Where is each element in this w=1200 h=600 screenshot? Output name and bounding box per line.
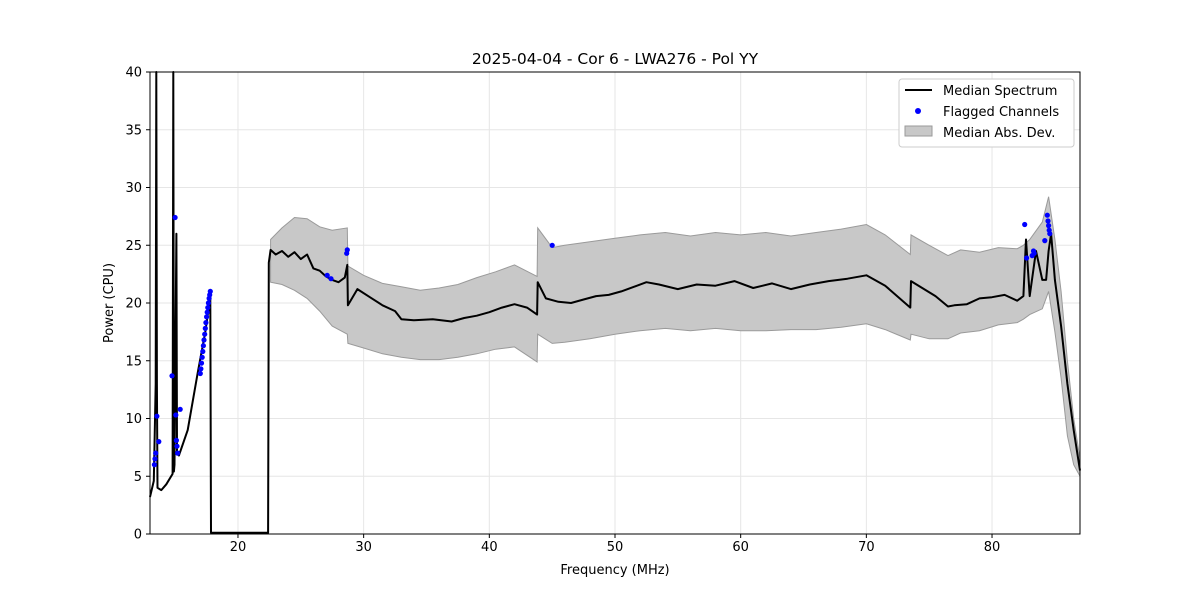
flagged-channel-point (1024, 255, 1030, 261)
x-tick-label: 60 (732, 540, 749, 555)
flagged-channel-point (1044, 212, 1050, 218)
x-tick-label: 80 (984, 540, 1001, 555)
flagged-channel-point (202, 331, 208, 337)
flagged-channel-point (153, 450, 159, 456)
flagged-channel-point (197, 370, 203, 377)
median-line-layer (149, 71, 1081, 534)
flagged-channel-point (172, 214, 178, 221)
median-spectrum-line (149, 71, 1081, 534)
flagged-channel-point (1042, 238, 1048, 244)
flagged-channel-point (198, 366, 204, 372)
y-tick-label: 30 (125, 181, 142, 196)
flagged-channel-point (205, 300, 211, 306)
flagged-channel-point (169, 373, 175, 379)
flagged-channel-point (1022, 221, 1028, 228)
flagged-channel-point (344, 247, 350, 253)
y-tick-label: 5 (134, 470, 142, 485)
y-axis-label: Power (CPU) (102, 263, 117, 343)
flagged-channel-point (324, 272, 330, 278)
x-tick-label: 70 (858, 540, 875, 555)
legend-label-median: Median Spectrum (943, 84, 1057, 99)
flagged-channel-point (549, 242, 555, 248)
flagged-channel-point (1047, 231, 1053, 237)
y-tick-label: 0 (134, 528, 142, 543)
y-tick-label: 25 (125, 239, 142, 254)
y-tick-label: 15 (125, 354, 142, 369)
flagged-channel-point (200, 343, 206, 349)
flagged-channel-point (198, 360, 205, 366)
legend-label-flagged: Flagged Channels (943, 105, 1059, 120)
flagged-channel-point (177, 406, 183, 412)
flagged-channel-point (202, 325, 208, 331)
y-tick-label: 20 (125, 297, 142, 312)
flagged-channel-point (152, 456, 158, 462)
flagged-channel-point (173, 412, 179, 418)
flagged-channel-point (328, 276, 334, 282)
flagged-channel-point (201, 337, 207, 343)
mad-band-layer (270, 196, 1081, 477)
flagged-channel-point (203, 320, 209, 326)
flagged-channel-point (207, 288, 213, 294)
flagged-channel-point (205, 305, 211, 311)
flagged-channel-point (204, 314, 210, 320)
y-tick-label: 10 (125, 412, 142, 427)
y-tick-label: 35 (125, 123, 142, 138)
x-tick-label: 50 (607, 540, 624, 555)
x-tick-label: 40 (481, 540, 498, 555)
flagged-channel-point (1031, 250, 1037, 256)
y-axis-ticks: 0 5 10 15 20 25 30 35 40 (125, 66, 150, 543)
y-tick-label: 40 (125, 66, 142, 81)
flagged-channel-point (174, 443, 180, 449)
legend-box (898, 78, 1075, 148)
flagged-channel-point (200, 348, 206, 355)
flagged-channel-point (204, 309, 210, 315)
flagged-channel-point (173, 437, 179, 443)
flagged-channel-point (199, 354, 205, 360)
flagged-channel-point (1046, 223, 1052, 229)
mad-band (270, 196, 1081, 477)
legend: Median Spectrum Flagged Channels Median … (898, 78, 1075, 148)
flagged-channel-point (151, 462, 157, 468)
legend-area-swatch (904, 125, 933, 137)
x-axis-label: Frequency (MHz) (560, 563, 669, 578)
x-tick-label: 20 (230, 540, 247, 555)
x-axis-ticks: 20 30 40 50 60 70 80 (230, 534, 1001, 555)
x-tick-label: 30 (355, 540, 372, 555)
chart-title: 2025-04-04 - Cor 6 - LWA276 - Pol YY (472, 50, 759, 68)
flagged-channel-point (1045, 218, 1051, 224)
flagged-channel-point (156, 439, 162, 445)
flagged-channel-point (175, 450, 181, 456)
flagged-channel-point (154, 413, 160, 419)
legend-dot-swatch (915, 108, 921, 114)
flagged-points-layer (151, 212, 1053, 468)
legend-label-mad: Median Abs. Dev. (943, 126, 1055, 141)
